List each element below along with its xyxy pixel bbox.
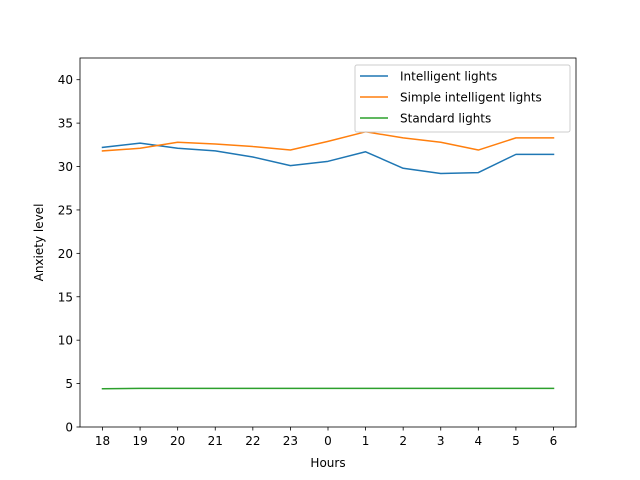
y-tick-label: 40	[58, 73, 73, 87]
y-axis-label: Anxiety level	[32, 204, 46, 282]
x-tick-label: 4	[475, 434, 483, 448]
y-tick-label: 10	[58, 334, 73, 348]
x-tick-label: 0	[324, 434, 332, 448]
y-tick-label: 25	[58, 203, 73, 217]
x-tick-label: 1	[362, 434, 370, 448]
x-tick-label: 19	[132, 434, 147, 448]
plot-frame	[79, 57, 577, 428]
y-tick-label: 30	[58, 160, 73, 174]
x-tick-label: 5	[512, 434, 520, 448]
x-axis-label: Hours	[310, 456, 345, 470]
x-tick-label: 21	[208, 434, 223, 448]
x-tick-label: 2	[399, 434, 407, 448]
y-tick-label: 20	[58, 247, 73, 261]
y-tick-label: 5	[65, 377, 73, 391]
y-tick-label: 35	[58, 117, 73, 131]
legend-label-simple-intelligent-lights: Simple intelligent lights	[400, 91, 542, 105]
series-line-intelligent-lights	[101, 142, 555, 175]
x-tick-label: 23	[283, 434, 298, 448]
x-tick-label: 18	[95, 434, 110, 448]
x-tick-label: 3	[437, 434, 445, 448]
x-tick-label: 22	[245, 434, 260, 448]
series-layer	[101, 131, 555, 390]
legend-label-intelligent-lights: Intelligent lights	[400, 70, 497, 84]
x-tick-label: 6	[550, 434, 558, 448]
y-tick-label: 15	[58, 290, 73, 304]
legend-label-standard-lights: Standard lights	[400, 112, 491, 126]
y-tick-label: 0	[65, 421, 73, 435]
x-tick-label: 20	[170, 434, 185, 448]
legend: Intelligent lights Simple intelligent lig…	[354, 64, 571, 133]
legend-box	[354, 64, 571, 133]
series-line-simple-intelligent-lights	[101, 131, 555, 152]
